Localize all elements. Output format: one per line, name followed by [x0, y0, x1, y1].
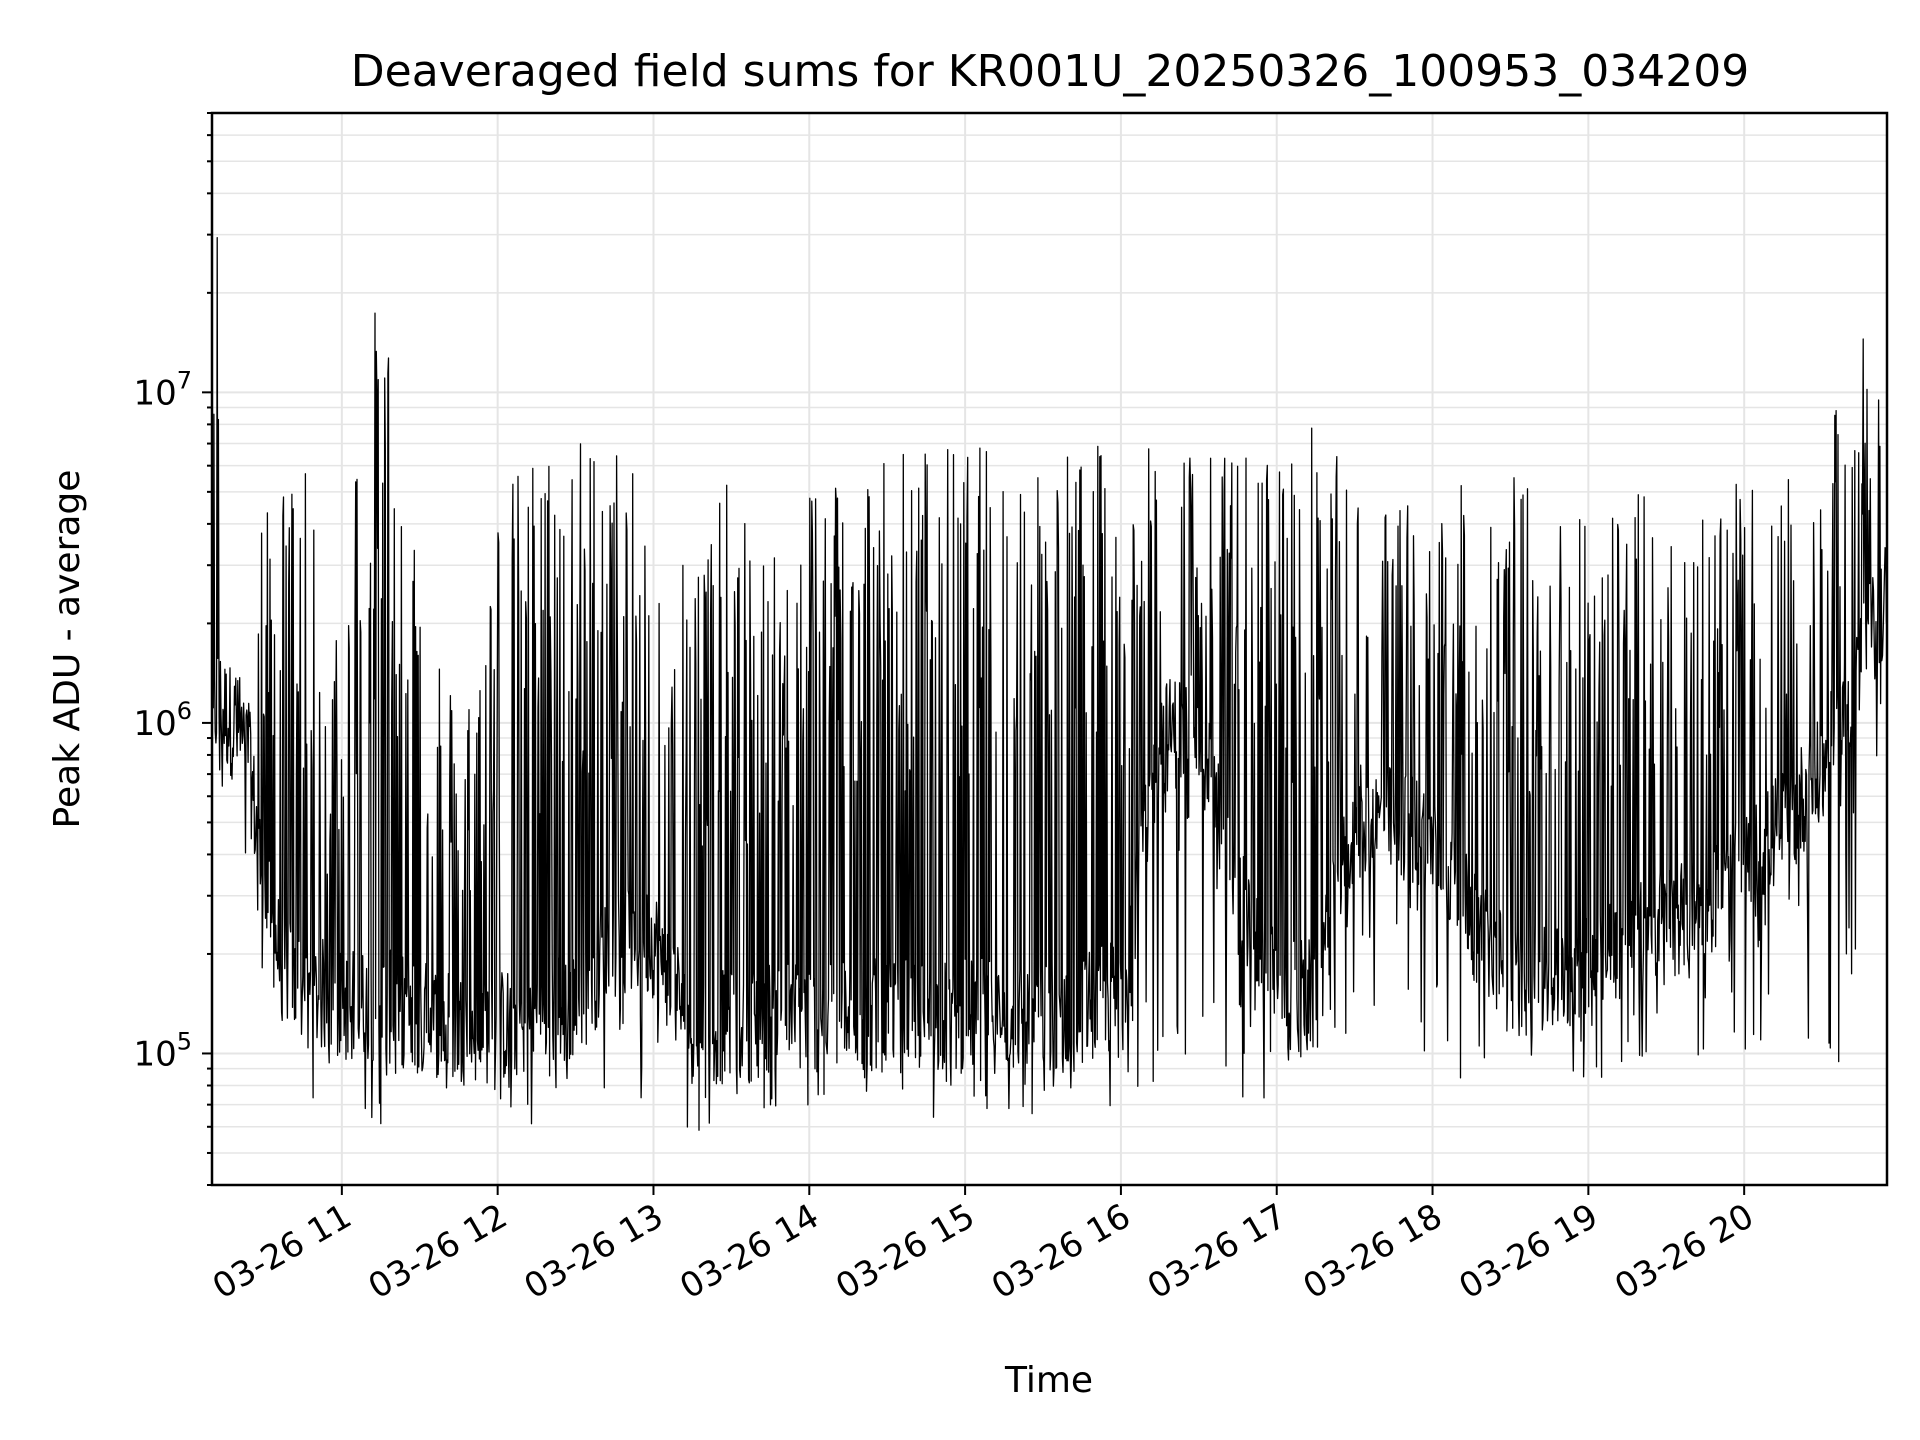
chart-title: Deaveraged field sums for KR001U_2025032…: [351, 46, 1749, 97]
y-axis: 105 106 107: [133, 112, 212, 1186]
y-axis-label: Peak ADU - average: [47, 470, 88, 829]
x-axis-label: Time: [1004, 1360, 1093, 1401]
plot-area-frame: [210, 111, 1889, 1187]
y-tick-label: 107: [133, 366, 192, 413]
series-line: [211, 237, 1888, 1131]
series-layer: [211, 237, 1888, 1131]
y-tick-label: 105: [133, 1027, 192, 1074]
y-tick-label: 106: [133, 697, 192, 744]
